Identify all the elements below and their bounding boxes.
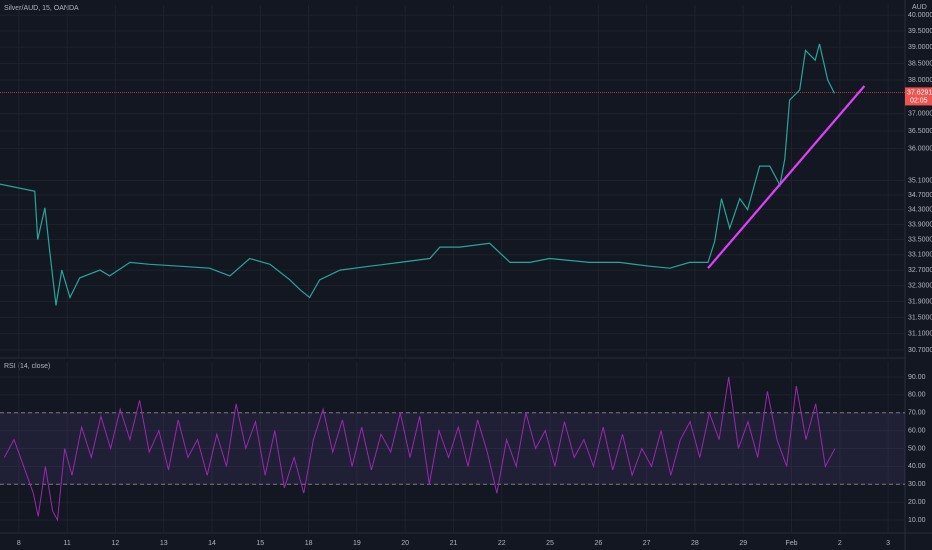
x-tick-label: Feb [785,540,797,547]
y-tick-label: 10.00 [908,517,926,524]
y-tick-label: 39.50000 [908,28,932,35]
y-tick-label: 33.10000 [908,252,932,259]
x-tick-label: 25 [546,540,554,547]
y-tick-label: 39.00000 [908,44,932,51]
x-tick-label: 29 [739,540,747,547]
y-tick-label: 90.00 [908,374,926,381]
series-line [0,43,836,306]
y-tick-label: 33.90000 [908,221,932,228]
y-tick-label: 32.70000 [908,267,932,274]
x-tick-label: 11 [63,540,70,547]
y-tick-label: 37.00000 [908,111,932,118]
symbol-title: Silver/AUD, 15, OANDA [4,5,79,12]
y-tick-label: 31.90000 [908,298,932,305]
x-tick-label: 27 [643,540,651,547]
x-tick-label: 8 [17,540,21,547]
x-tick-label: 12 [112,540,120,547]
x-tick-label: 21 [450,540,458,547]
y-tick-label: 40.00000 [908,12,932,19]
y-tick-label: 30.70000 [908,347,932,354]
x-tick-label: 3 [886,540,890,547]
y-tick-label: 31.10000 [908,330,932,337]
y-tick-label: 38.00000 [908,77,932,84]
y-tick-label: 34.70000 [908,192,932,199]
y-tick-label: 32.30000 [908,283,932,290]
y-tick-label: 36.50000 [908,128,932,135]
x-tick-label: 26 [594,540,602,547]
y-tick-label: 34.30000 [908,206,932,213]
trend-line [707,85,866,269]
last-price-label: 37.62915 [907,89,932,96]
x-tick-label: 28 [691,540,699,547]
y-tick-label: 70.00 [908,410,926,417]
y-tick-label: 40.00 [908,463,926,470]
y-tick-label: 33.50000 [908,236,932,243]
x-tick-label: 22 [498,540,506,547]
series-line [3,376,836,522]
last-price-tag [905,87,932,106]
y-tick-label: 31.50000 [908,314,932,321]
x-tick-label: 2 [838,540,842,547]
x-tick-label: 19 [353,540,361,547]
y-tick-label: 36.00000 [908,145,932,152]
x-tick-label: 15 [256,540,264,547]
y-tick-label: 35.10000 [908,177,932,184]
y-tick-label: 20.00 [908,499,926,506]
y-tick-label: 30.00 [908,481,926,488]
x-tick-label: 14 [208,540,216,547]
countdown-label: 02:05 [910,97,928,104]
y-tick-label: 50.00 [908,445,926,452]
rsi-title: RSI (14, close) [4,363,50,370]
x-tick-label: 18 [305,540,313,547]
y-tick-label: 38.50000 [908,60,932,67]
currency-label: AUD [912,4,927,11]
y-tick-label: 80.00 [908,392,926,399]
rsi-band-fill [0,412,905,485]
y-tick-label: 60.00 [908,427,926,434]
x-tick-label: 20 [401,540,409,547]
x-tick-label: 13 [160,540,168,547]
